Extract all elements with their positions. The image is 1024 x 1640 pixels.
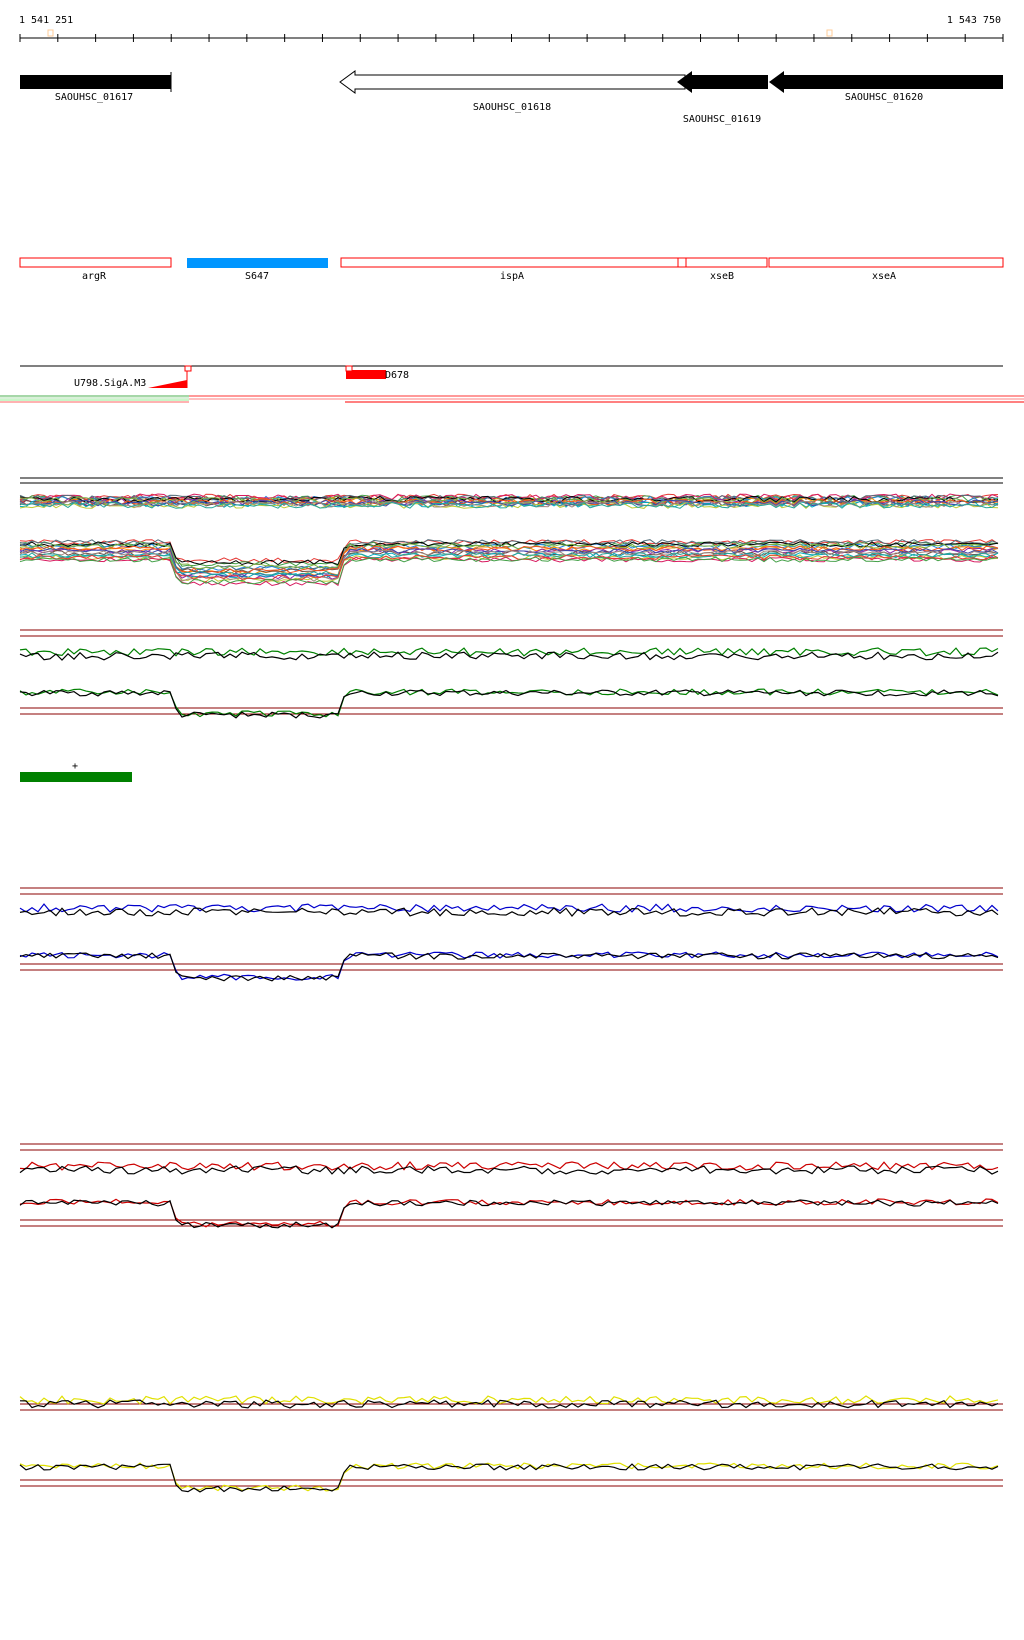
- signal-profile: [19, 1463, 999, 1493]
- signal-profile: [19, 1161, 999, 1171]
- signal-profile: [19, 501, 999, 509]
- condition-track: [19, 629, 1003, 719]
- signal-profile: [19, 903, 999, 913]
- signal-profile: [19, 651, 999, 661]
- signal-profile: [19, 545, 999, 574]
- annotation-box[interactable]: [340, 257, 679, 268]
- annotation-xseA[interactable]: xseA: [768, 257, 1004, 282]
- signal-profile: [19, 554, 999, 581]
- signal-profile: [19, 501, 999, 509]
- signal-profile: [19, 556, 999, 585]
- signal-profile: [19, 543, 999, 570]
- signal-profile: [19, 1462, 999, 1492]
- gene-arrow[interactable]: [769, 71, 1003, 93]
- gene-label: SAOUHSC_01618: [473, 102, 551, 113]
- feature-D678[interactable]: D678: [345, 365, 409, 381]
- sample-profiles: [19, 493, 999, 587]
- gene-label: SAOUHSC_01619: [683, 114, 761, 125]
- gene-SAOUHSC_01618[interactable]: SAOUHSC_01618: [339, 70, 686, 113]
- ruler-start-label: 1 541 251: [19, 15, 73, 26]
- signal-profile: [19, 1165, 999, 1175]
- signal-profile: [19, 549, 999, 574]
- condition-track: [19, 1395, 1003, 1493]
- motif-strand-label: +: [72, 761, 78, 772]
- expression-multi-track: [19, 477, 1003, 587]
- annotation-xseB[interactable]: xseB: [677, 257, 768, 282]
- annotation-box[interactable]: [19, 257, 172, 268]
- gene-label: SAOUHSC_01617: [55, 92, 133, 103]
- annotation-label: S647: [245, 271, 269, 282]
- annotation-box[interactable]: [677, 257, 768, 268]
- annotation-ispA[interactable]: ispA: [340, 257, 679, 282]
- ruler-ticks: [19, 34, 1004, 42]
- annotation-box[interactable]: [768, 257, 1004, 268]
- condition-track: [19, 1143, 1003, 1229]
- signal-profile: [19, 493, 999, 501]
- feature-U798[interactable]: U798.SigA.M3: [74, 365, 192, 389]
- signal-profile: [19, 952, 999, 982]
- signal-profile: [19, 907, 999, 917]
- signal-profile: [19, 554, 999, 583]
- gene-label: SAOUHSC_01620: [845, 92, 923, 103]
- gene-arrow[interactable]: [677, 71, 768, 93]
- signal-profile: [19, 539, 999, 564]
- feature-track: U798.SigA.M3 D678: [0, 365, 1024, 403]
- gene-track: SAOUHSC_01617 SAOUHSC_01618 SAOUHSC_0161…: [20, 70, 1003, 125]
- gene-SAOUHSC_01620[interactable]: SAOUHSC_01620: [769, 71, 1003, 103]
- signal-profile: [19, 688, 999, 718]
- coverage-bars: [0, 395, 1024, 403]
- feature-box[interactable]: [346, 370, 386, 379]
- signal-profile: [19, 498, 999, 506]
- signal-profile: [19, 541, 999, 566]
- annotation-label: argR: [82, 271, 107, 282]
- feature-label: U798.SigA.M3: [74, 378, 146, 389]
- feature-start-mark: [184, 365, 192, 372]
- gene-arrow[interactable]: [20, 75, 171, 89]
- signal-profile: [19, 494, 999, 502]
- annotation-label: xseA: [872, 271, 896, 282]
- annotation-label: xseB: [710, 271, 734, 282]
- ruler-marker: [826, 29, 833, 37]
- signal-profile: [19, 539, 999, 571]
- gene-SAOUHSC_01617[interactable]: SAOUHSC_01617: [20, 72, 172, 103]
- signal-profile: [19, 951, 999, 981]
- signal-profile: [19, 500, 999, 508]
- signal-profile: [19, 689, 999, 719]
- signal-profile: [19, 556, 999, 587]
- annotation-argR[interactable]: argR: [19, 257, 172, 282]
- ruler-marker: [47, 29, 54, 37]
- signal-profile: [19, 1199, 999, 1229]
- feature-label: D678: [385, 370, 409, 381]
- signal-profile: [19, 1395, 999, 1405]
- signal-profile: [19, 495, 999, 503]
- condition-track: [19, 887, 1003, 982]
- annotation-track: argR S647 ispA xseB xseA: [19, 257, 1004, 282]
- gene-arrow[interactable]: [339, 70, 686, 94]
- annotation-box[interactable]: [187, 258, 328, 268]
- annotation-S647[interactable]: S647: [187, 258, 328, 282]
- signal-profile: [19, 1399, 999, 1409]
- motif-box[interactable]: [20, 772, 132, 782]
- annotation-label: ispA: [500, 271, 524, 282]
- feature-start-mark: [345, 365, 353, 372]
- condition-tracks: [19, 629, 1003, 1493]
- motif-track: +: [20, 761, 132, 782]
- feature-ramp[interactable]: [148, 380, 187, 388]
- gene-SAOUHSC_01619[interactable]: SAOUHSC_01619: [677, 71, 768, 125]
- ruler-end-label: 1 543 750: [947, 15, 1001, 26]
- coordinate-ruler: 1 541 251 1 543 750: [19, 15, 1004, 42]
